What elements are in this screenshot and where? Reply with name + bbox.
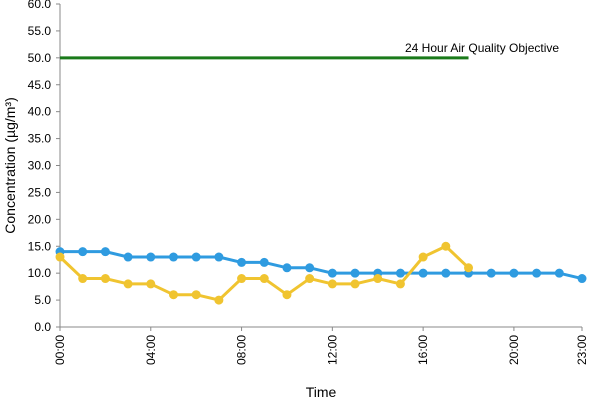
data-point <box>78 274 88 284</box>
y-tick-label: 0.0 <box>34 320 51 334</box>
y-axis-ticks: 0.0 5.0 10.0 15.0 20.0 25.0 30.0 35.0 40.0 45.0 50… <box>28 0 60 334</box>
y-tick-label: 35.0 <box>28 132 52 146</box>
x-axis-title: Time <box>306 384 337 400</box>
data-point <box>100 247 110 257</box>
data-point <box>350 279 360 289</box>
data-point <box>55 252 65 262</box>
data-point <box>168 252 178 262</box>
data-point <box>509 268 519 278</box>
data-point <box>327 268 337 278</box>
data-point <box>78 247 88 257</box>
data-point <box>214 252 224 262</box>
data-point <box>168 290 178 300</box>
data-point <box>441 241 451 251</box>
data-point <box>100 274 110 284</box>
data-point <box>146 279 156 289</box>
data-point <box>486 268 496 278</box>
data-point <box>532 268 542 278</box>
data-point <box>259 274 269 284</box>
y-tick-label: 40.0 <box>28 105 52 119</box>
data-point <box>418 252 428 262</box>
data-point <box>327 279 337 289</box>
x-axis-ticks: 00:00 04:00 08:00 12:00 16:00 20:00 23:00 <box>53 327 589 365</box>
data-point <box>259 257 269 267</box>
objective-group: 24 Hour Air Quality Objective <box>60 41 559 60</box>
data-point <box>305 274 315 284</box>
data-point <box>464 263 474 273</box>
data-point <box>282 263 292 273</box>
x-tick-label: 12:00 <box>325 335 339 365</box>
y-tick-label: 45.0 <box>28 78 52 92</box>
y-tick-label: 50.0 <box>28 51 52 65</box>
data-point <box>577 274 587 284</box>
y-tick-label: 20.0 <box>28 212 52 226</box>
data-point <box>395 268 405 278</box>
x-tick-label: 23:00 <box>575 335 589 365</box>
data-point <box>554 268 564 278</box>
data-point <box>191 252 201 262</box>
data-point <box>237 257 247 267</box>
y-tick-label: 15.0 <box>28 239 52 253</box>
series-layer <box>55 241 587 305</box>
data-point <box>395 279 405 289</box>
data-point <box>237 274 247 284</box>
data-point <box>123 279 133 289</box>
data-point <box>305 263 315 273</box>
y-tick-label: 10.0 <box>28 266 52 280</box>
data-point <box>123 252 133 262</box>
series-1 <box>55 247 587 284</box>
data-point <box>441 268 451 278</box>
y-axis-title: Concentration (µg/m³) <box>2 97 18 233</box>
y-tick-label: 30.0 <box>28 159 52 173</box>
objective-label: 24 Hour Air Quality Objective <box>405 41 559 55</box>
x-tick-label: 04:00 <box>144 335 158 365</box>
y-tick-label: 25.0 <box>28 185 52 199</box>
x-tick-label: 08:00 <box>235 335 249 365</box>
y-tick-label: 60.0 <box>28 0 52 11</box>
data-point <box>282 290 292 300</box>
series-line <box>60 250 583 281</box>
x-tick-label: 16:00 <box>416 335 430 365</box>
data-point <box>214 295 224 305</box>
data-point <box>146 252 156 262</box>
data-point <box>373 274 383 284</box>
series-2 <box>55 241 474 305</box>
data-point <box>191 290 201 300</box>
y-tick-label: 5.0 <box>34 293 51 307</box>
x-tick-label: 20:00 <box>507 335 521 365</box>
y-tick-label: 55.0 <box>28 24 52 38</box>
x-tick-label: 00:00 <box>53 335 67 365</box>
data-point <box>350 268 360 278</box>
data-point <box>418 268 428 278</box>
